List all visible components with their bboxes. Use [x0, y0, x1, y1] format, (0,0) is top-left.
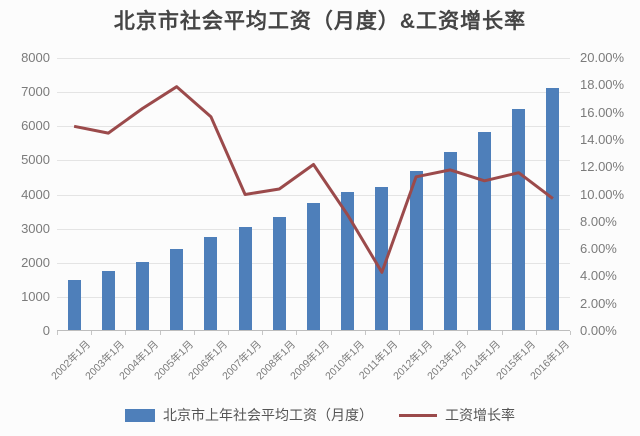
- bar: [307, 202, 320, 330]
- bar: [512, 109, 526, 330]
- right-axis-tick-label: 6.00%: [580, 241, 617, 257]
- bar: [67, 279, 81, 330]
- axis-tick: [125, 331, 127, 335]
- axis-tick: [91, 331, 93, 335]
- axis-tick: [262, 331, 264, 335]
- axis-tick: [296, 331, 298, 335]
- gridline: [57, 194, 570, 196]
- growth-rate-line: [73, 85, 554, 274]
- bar: [375, 186, 389, 330]
- legend: 北京市上年社会平均工资（月度） 工资增长率: [0, 402, 640, 428]
- bar: [170, 249, 184, 330]
- axis-tick: [57, 331, 58, 335]
- left-axis-tick-label: 8000: [21, 50, 50, 65]
- bar: [341, 192, 355, 330]
- gridline: [57, 126, 570, 128]
- gridline: [57, 160, 570, 162]
- right-axis-tick-label: 14.00%: [580, 131, 625, 147]
- axis-tick: [467, 331, 469, 335]
- axis-tick: [193, 331, 195, 335]
- left-axis-tick-label: 0: [42, 323, 50, 338]
- growth-rate-polyline: [73, 85, 554, 274]
- axis-tick: [159, 331, 161, 335]
- bar: [443, 151, 457, 330]
- bar: [136, 261, 149, 330]
- legend-bar-swatch: [125, 408, 155, 422]
- axis-tick: [399, 331, 400, 335]
- axis-tick: [330, 331, 332, 335]
- bar: [101, 271, 115, 330]
- left-axis-tick-label: 1000: [21, 288, 50, 304]
- left-axis-tick-label: 4000: [21, 186, 50, 202]
- right-axis-tick-label: 16.00%: [580, 104, 625, 120]
- bar: [204, 236, 218, 330]
- bar: [409, 170, 423, 330]
- x-axis-line: [57, 330, 570, 331]
- gridline: [57, 92, 570, 94]
- legend-line-swatch: [399, 413, 437, 417]
- left-axis-tick-label: 2000: [21, 254, 50, 270]
- right-axis-tick-label: 20.00%: [580, 50, 625, 65]
- right-axis-tick-label: 10.00%: [580, 186, 625, 202]
- right-axis-tick-label: 4.00%: [580, 268, 617, 284]
- right-axis-tick-label: 2.00%: [580, 295, 617, 311]
- bar: [238, 227, 252, 330]
- axis-tick: [535, 331, 537, 335]
- left-axis-tick-label: 7000: [21, 84, 50, 100]
- bar: [546, 88, 560, 330]
- legend-line-label: 工资增长率: [445, 407, 515, 423]
- right-axis-tick-label: 0.00%: [580, 323, 617, 338]
- right-axis-tick-label: 18.00%: [580, 77, 625, 93]
- right-axis-tick-label: 12.00%: [580, 159, 625, 175]
- gridline: [57, 58, 570, 59]
- left-axis-tick-label: 3000: [21, 220, 50, 236]
- axis-tick: [433, 331, 435, 335]
- axis-tick: [570, 331, 571, 335]
- left-axis-tick-label: 6000: [21, 118, 50, 134]
- bar: [272, 216, 286, 330]
- axis-tick: [228, 331, 229, 335]
- bar: [478, 132, 491, 330]
- axis-tick: [501, 331, 503, 335]
- chart-title: 北京市社会平均工资（月度）&工资增长率: [113, 10, 527, 33]
- left-axis-tick-label: 5000: [21, 152, 50, 168]
- axis-tick: [364, 331, 366, 335]
- plot-area: [57, 58, 571, 335]
- legend-bar-label: 北京市上年社会平均工资（月度）: [163, 407, 373, 423]
- right-axis-tick-label: 8.00%: [580, 213, 617, 229]
